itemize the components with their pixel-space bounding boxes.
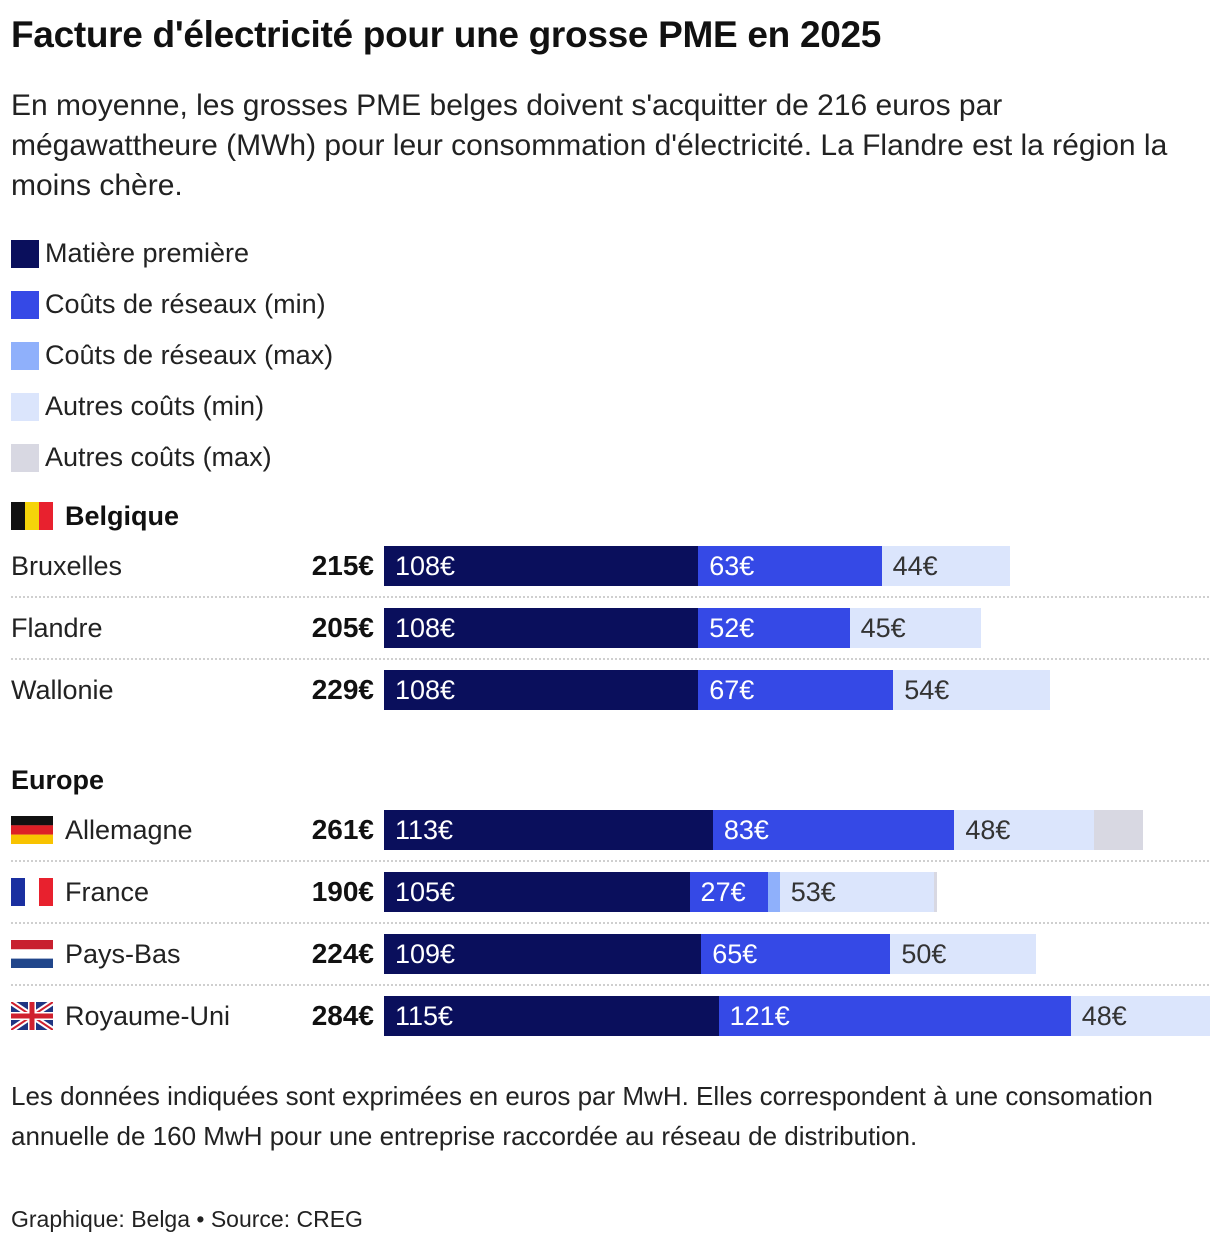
bar-segment: 48€: [954, 810, 1095, 850]
section-title-belgique: Belgique: [11, 498, 179, 534]
row-total: 229€: [311, 674, 374, 705]
bar-row: Bruxelles 215€ 108€ 63€ 44€: [0, 546, 1220, 608]
bar-segment: 53€: [779, 872, 934, 912]
bar-segment: 48€: [1070, 996, 1211, 1036]
stacked-bar: 109€ 65€ 50€: [384, 934, 1036, 974]
row-label: Bruxelles: [11, 546, 122, 586]
bar-segment: 50€: [890, 934, 1036, 974]
row-label: France: [11, 872, 149, 912]
bar-row: Pays-Bas 224€ 109€ 65€ 50€: [0, 934, 1220, 996]
row-label: Flandre: [11, 608, 103, 648]
bar-row: Royaume-Uni 284€ 115€ 121€ 48€: [0, 996, 1220, 1058]
row-total: 205€: [311, 612, 374, 643]
source-credit: Graphique: Belga • Source: CREG: [11, 1206, 363, 1232]
bar-segment: [768, 872, 780, 912]
bar-segment: 108€: [384, 608, 699, 648]
bar-segment: 52€: [698, 608, 850, 648]
chart-subtitle: En moyenne, les grosses PME belges doive…: [11, 89, 1168, 202]
section-title-label: Europe: [11, 764, 105, 795]
bar-segment: 115€: [384, 996, 719, 1036]
bar-row: Flandre 205€ 108€ 52€ 45€: [0, 608, 1220, 670]
pays-bas-flag-icon: [11, 940, 53, 968]
bar-segment: 67€: [698, 670, 894, 710]
section-title-label: Belgique: [65, 500, 180, 531]
bar-segment: 27€: [689, 872, 769, 912]
bar-segment: 108€: [384, 670, 699, 710]
legend-item: Autres coûts (max): [11, 432, 333, 483]
row-total: 215€: [311, 550, 374, 581]
bar-segment: 54€: [893, 670, 1051, 710]
row-label-text: Bruxelles: [11, 550, 123, 581]
bar-segment: 45€: [849, 608, 981, 648]
row-label: Pays-Bas: [11, 934, 181, 974]
legend-label: Coûts de réseaux (max): [45, 340, 334, 370]
row-label-text: France: [65, 876, 150, 907]
section-title-europe: Europe: [11, 762, 104, 798]
row-label-text: Pays-Bas: [65, 938, 181, 969]
row-divider: [11, 922, 1209, 924]
allemagne-flag-icon: [11, 816, 53, 844]
row-label: Royaume-Uni: [11, 996, 230, 1036]
stacked-bar: 108€ 52€ 45€: [384, 608, 981, 648]
legend-item: Matière première: [11, 228, 333, 279]
row-label-text: Flandre: [11, 612, 103, 643]
legend-swatch: [11, 443, 39, 472]
legend: Matière première Coûts de réseaux (min) Co…: [11, 228, 333, 483]
bar-segment: 63€: [698, 546, 882, 586]
stacked-bar: 105€ 27€ 53€: [384, 872, 937, 912]
royaume-uni-flag-icon: [11, 1002, 53, 1030]
bar-segment: 108€: [384, 546, 699, 586]
legend-label: Matière première: [45, 238, 250, 268]
bar-segment: [1094, 810, 1144, 850]
legend-swatch: [11, 392, 39, 421]
legend-label: Autres coûts (min): [45, 391, 265, 421]
bar-row: Allemagne 261€ 113€ 83€ 48€: [0, 810, 1220, 872]
bar-row: Wallonie 229€ 108€ 67€ 54€: [0, 670, 1220, 732]
bar-segment: 83€: [712, 810, 955, 850]
bar-row: France 190€ 105€ 27€ 53€: [0, 872, 1220, 934]
bar-segment: 121€: [718, 996, 1071, 1036]
legend-swatch: [11, 341, 39, 370]
bar-segment: [933, 872, 937, 912]
stacked-bar: 108€ 63€ 44€: [384, 546, 1010, 586]
row-divider: [11, 658, 1209, 660]
legend-item: Autres coûts (min): [11, 381, 333, 432]
legend-swatch: [11, 239, 39, 268]
bar-segment: 105€: [384, 872, 690, 912]
chart-title: Facture d'électricité pour une grosse PM…: [11, 14, 882, 55]
row-total: 261€: [311, 814, 374, 845]
row-divider: [11, 984, 1209, 986]
stacked-bar: 108€ 67€ 54€: [384, 670, 1051, 710]
stacked-bar: 115€ 121€ 48€: [384, 996, 1211, 1036]
row-divider: [11, 596, 1209, 598]
row-label-text: Wallonie: [11, 674, 114, 705]
belgique-flag-icon: [11, 502, 53, 530]
row-total: 284€: [311, 1000, 374, 1031]
bar-segment: 113€: [384, 810, 713, 850]
row-divider: [11, 860, 1209, 862]
legend-label: Autres coûts (max): [45, 442, 272, 472]
row-label: Wallonie: [11, 670, 114, 710]
row-total: 190€: [311, 876, 374, 907]
bar-segment: 109€: [384, 934, 702, 974]
footnote: Les données indiquées sont exprimées en …: [11, 1081, 1153, 1151]
bar-segment: 44€: [881, 546, 1010, 586]
row-label-text: Allemagne: [65, 814, 193, 845]
stacked-bar: 113€ 83€ 48€: [384, 810, 1144, 850]
bar-segment: 65€: [701, 934, 891, 974]
legend-label: Coûts de réseaux (min): [45, 289, 326, 319]
row-label: Allemagne: [11, 810, 193, 850]
legend-swatch: [11, 290, 39, 319]
legend-item: Coûts de réseaux (min): [11, 279, 333, 330]
france-flag-icon: [11, 878, 53, 906]
row-label-text: Royaume-Uni: [65, 1000, 231, 1031]
row-total: 224€: [311, 938, 374, 969]
legend-item: Coûts de réseaux (max): [11, 330, 333, 381]
